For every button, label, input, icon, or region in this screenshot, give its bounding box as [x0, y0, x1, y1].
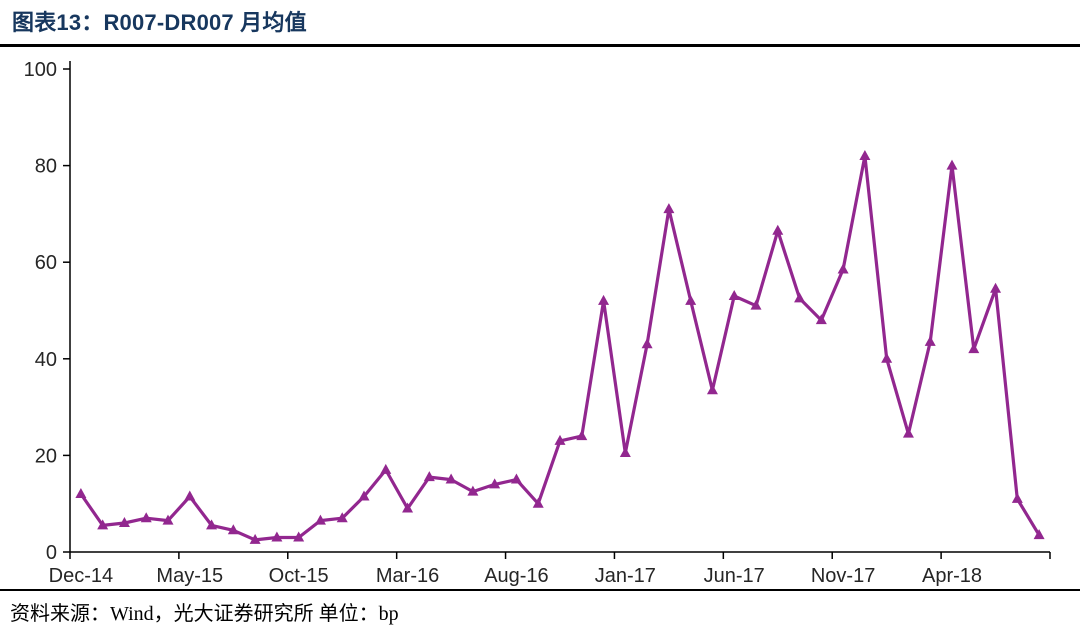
y-tick-label: 0 — [46, 542, 57, 564]
series-marker — [293, 531, 305, 542]
y-tick-label: 100 — [24, 59, 57, 81]
series-marker — [97, 519, 109, 530]
series-marker — [794, 292, 806, 303]
series-marker — [227, 524, 239, 535]
chart-title: 图表13：R007-DR007 月均值 — [12, 10, 307, 35]
y-tick-label: 60 — [35, 252, 57, 274]
series-marker — [815, 314, 827, 325]
series-marker — [1033, 529, 1045, 540]
series-marker — [249, 533, 261, 544]
series-marker — [728, 290, 740, 301]
x-tick-label: May-15 — [156, 565, 223, 587]
series-marker — [489, 478, 501, 489]
series-marker — [619, 446, 631, 457]
series-marker — [162, 514, 174, 525]
series-marker — [598, 294, 610, 305]
x-tick-label: Jun-17 — [704, 565, 765, 587]
series-marker — [837, 263, 849, 274]
series-marker — [859, 149, 871, 160]
y-tick-label: 40 — [35, 349, 57, 371]
series-marker — [140, 512, 152, 523]
series-marker — [772, 224, 784, 235]
y-tick-label: 20 — [35, 445, 57, 467]
series-marker — [946, 159, 958, 170]
y-tick-label: 80 — [35, 156, 57, 178]
series-marker — [663, 203, 675, 214]
title-divider — [0, 44, 1080, 47]
x-tick-label: Oct-15 — [269, 565, 329, 587]
series-marker — [358, 490, 370, 501]
series-marker — [510, 473, 522, 484]
line-chart: 0 20 40 60 80 100 Dec-14 May-15 Oct-15 Mar-16 Aug-… — [0, 47, 1080, 587]
x-tick-label: Aug-16 — [484, 565, 549, 587]
series-marker — [641, 338, 653, 349]
series-marker — [706, 384, 718, 395]
series-marker — [902, 427, 914, 438]
series-marker — [206, 519, 218, 530]
series-marker — [576, 430, 588, 441]
x-tick-label: Mar-16 — [376, 565, 439, 587]
series-marker — [990, 282, 1002, 293]
source-note: 资料来源：Wind，光大证券研究所 单位：bp — [10, 603, 399, 625]
chart-header: 图表13：R007-DR007 月均值 — [0, 0, 1080, 40]
series-marker — [445, 473, 457, 484]
series-marker — [314, 514, 326, 525]
x-tick-label: Nov-17 — [811, 565, 875, 587]
x-tick-label: Apr-18 — [922, 565, 982, 587]
series-marker — [881, 352, 893, 363]
series-marker — [118, 517, 130, 528]
series-marker — [271, 531, 283, 542]
series-marker — [184, 490, 196, 501]
x-tick-label: Dec-14 — [49, 565, 113, 587]
series-marker — [380, 463, 392, 474]
series-marker — [924, 335, 936, 346]
series-marker — [554, 434, 566, 445]
footer-divider — [0, 589, 1080, 591]
series-marker — [685, 294, 697, 305]
series-marker — [336, 512, 348, 523]
series-marker — [1011, 492, 1023, 503]
series-marker — [750, 299, 762, 310]
series-marker — [402, 502, 414, 513]
series-marker — [75, 488, 87, 499]
series-line — [79, 154, 1041, 542]
line-chart-canvas: 0 20 40 60 80 100 Dec-14 May-15 Oct-15 Mar-16 Aug-… — [24, 59, 1051, 587]
series-marker — [968, 343, 980, 354]
x-tick-label: Jan-17 — [595, 565, 656, 587]
series-marker — [532, 497, 544, 508]
series-marker — [467, 485, 479, 496]
series-marker — [423, 471, 435, 482]
